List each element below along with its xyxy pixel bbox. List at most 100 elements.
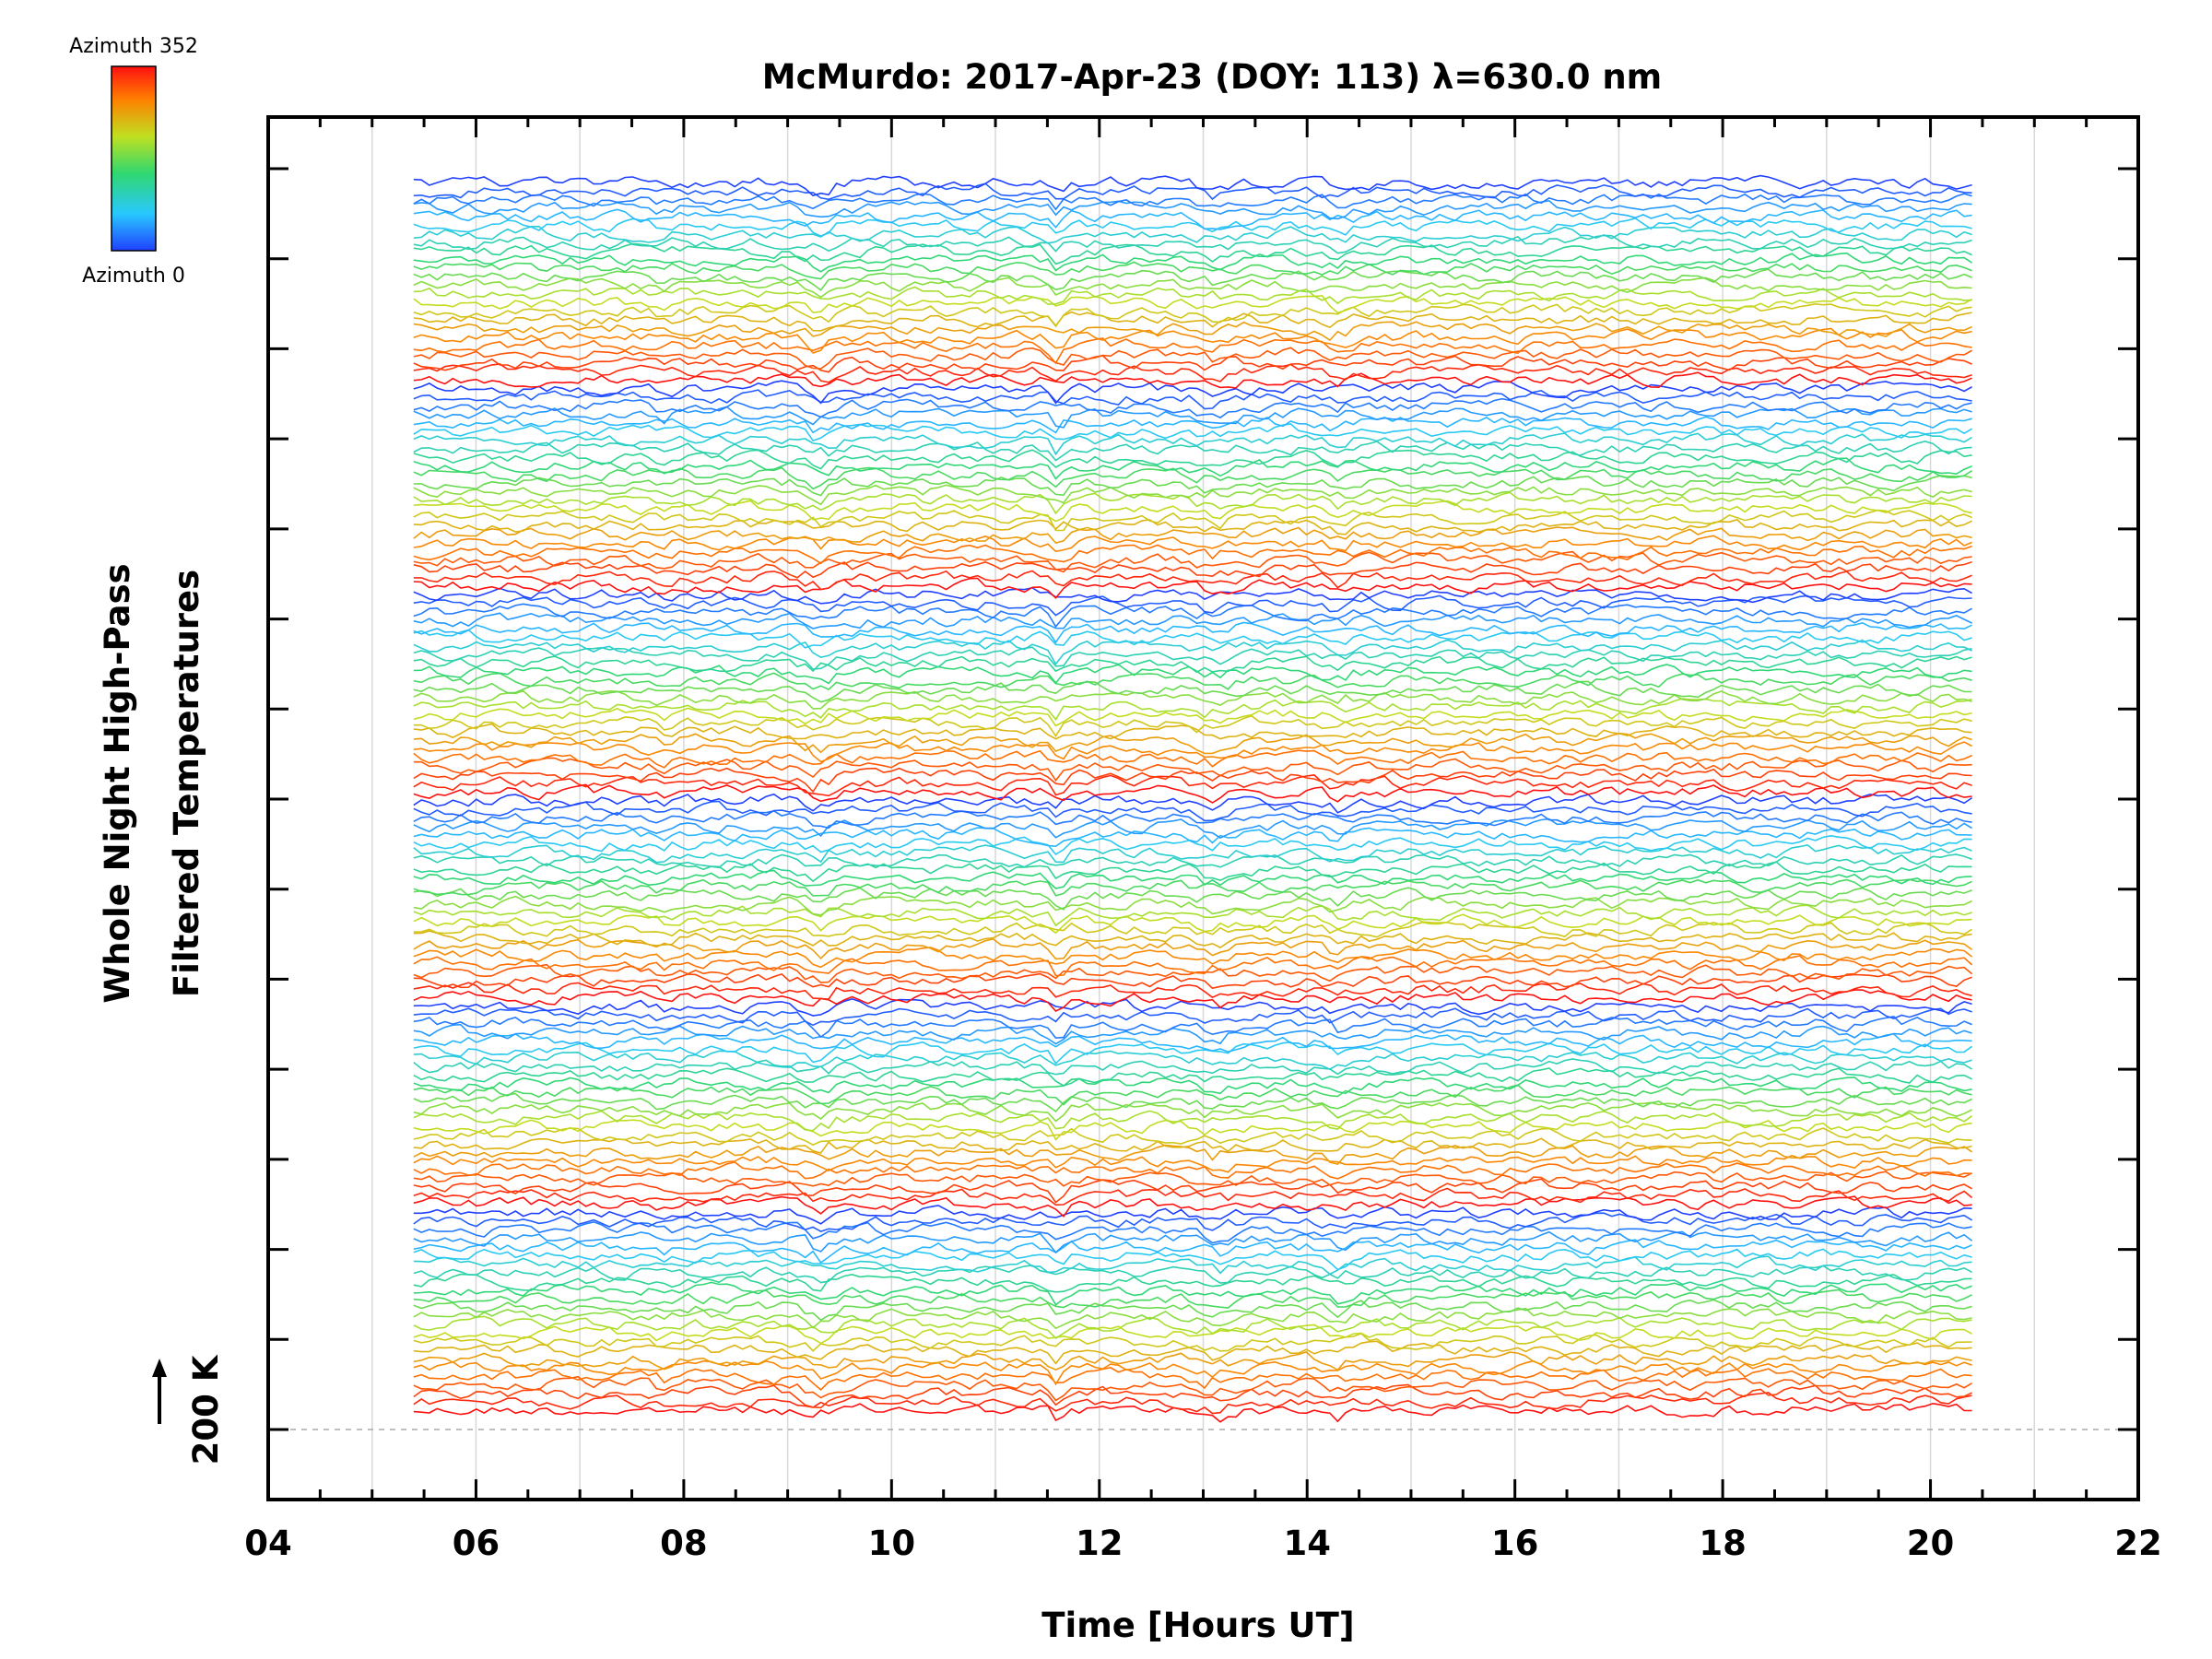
- trace-line: [413, 193, 1972, 211]
- trace-line: [413, 1119, 1972, 1141]
- trace-line: [413, 509, 1972, 532]
- trace-line: [413, 1230, 1973, 1254]
- trace-line: [413, 827, 1972, 848]
- x-tick-label: 10: [868, 1524, 916, 1563]
- trace-line: [413, 268, 1972, 291]
- x-tick-label: 08: [660, 1524, 708, 1563]
- trace-line: [413, 208, 1972, 230]
- trace-line: [413, 895, 1972, 916]
- trace-line: [413, 767, 1972, 794]
- axis-ticks: [266, 117, 2140, 1500]
- trace-line: [413, 475, 1972, 497]
- trace-line: [413, 955, 1973, 977]
- trace-line: [413, 732, 1972, 755]
- trace-line: [413, 1288, 1972, 1309]
- trace-line: [413, 783, 1972, 804]
- trace-line: [413, 989, 1972, 1012]
- trace-line: [413, 1016, 1972, 1040]
- trace-line: [413, 913, 1972, 935]
- trace-line: [413, 689, 1972, 710]
- trace-line: [413, 723, 1972, 740]
- trace-line: [413, 1101, 1972, 1123]
- trace-line: [413, 225, 1972, 244]
- trace-line: [413, 1265, 1972, 1284]
- trace-line: [413, 1299, 1972, 1322]
- trace-line: [413, 311, 1972, 332]
- trace-line: [413, 1171, 1972, 1187]
- trace-line: [413, 878, 1972, 897]
- trace-line: [413, 1307, 1972, 1330]
- trace-line: [413, 1154, 1972, 1173]
- trace-line: [413, 1239, 1972, 1265]
- trace-line: [413, 380, 1972, 405]
- trace-line: [413, 449, 1972, 470]
- trace-line: [413, 406, 1972, 429]
- trace-line: [413, 714, 1972, 738]
- trace-line: [413, 1255, 1972, 1276]
- trace-line: [413, 930, 1972, 949]
- trace-line: [413, 440, 1972, 462]
- trace-line: [413, 347, 1972, 370]
- trace-line: [413, 834, 1972, 856]
- y-axis-label-line2: Filtered Temperatures: [167, 570, 206, 997]
- trace-line: [413, 1340, 1972, 1365]
- trace-line: [413, 594, 1972, 617]
- trace-line: [413, 698, 1972, 722]
- trace-line: [413, 526, 1972, 545]
- trace-line: [413, 484, 1972, 506]
- trace-line: [413, 887, 1972, 911]
- trace-line: [413, 937, 1973, 960]
- trace-line: [413, 337, 1972, 365]
- trace-line: [413, 570, 1972, 591]
- trace-line: [413, 963, 1973, 983]
- trace-line: [413, 363, 1972, 383]
- trace-line: [413, 1084, 1972, 1106]
- trace-line: [413, 1375, 1973, 1402]
- trace-line: [413, 1281, 1972, 1306]
- trace-line: [413, 182, 1972, 201]
- trace-line: [413, 355, 1972, 373]
- trace-series: [413, 174, 1973, 1423]
- scale-arrowhead: [152, 1359, 167, 1377]
- trace-line: [413, 234, 1972, 254]
- trace-line: [413, 550, 1972, 573]
- trace-line: [413, 646, 1972, 670]
- trace-line: [413, 1077, 1972, 1095]
- trace-line: [413, 1220, 1972, 1244]
- trace-line: [413, 861, 1972, 883]
- trace-line: [413, 1050, 1972, 1070]
- trace-line: [413, 639, 1972, 665]
- x-tick-labels: 04 06 08 10 12 14 16 18 20 22: [244, 1524, 2162, 1563]
- scale-indicator: 200 K: [152, 1354, 226, 1465]
- y-axis-label-line1: Whole Night High-Pass: [98, 563, 137, 1003]
- trace-line: [413, 174, 1972, 197]
- trace-line: [413, 586, 1972, 605]
- trace-line: [413, 1332, 1972, 1352]
- trace-line: [413, 904, 1972, 927]
- trace-line: [413, 1161, 1972, 1180]
- trace-line: [413, 1402, 1972, 1423]
- trace-line: [413, 741, 1972, 763]
- trace-line: [413, 261, 1972, 280]
- scale-label: 200 K: [186, 1354, 226, 1465]
- trace-line: [413, 1383, 1972, 1409]
- x-axis-label: Time [Hours UT]: [1041, 1606, 1354, 1645]
- trace-line: [413, 1315, 1972, 1340]
- trace-line: [413, 389, 1972, 410]
- trace-line: [413, 1144, 1973, 1165]
- trace-line: [413, 664, 1972, 685]
- trace-line: [413, 466, 1973, 490]
- trace-line: [413, 809, 1972, 830]
- trace-line: [413, 707, 1972, 727]
- trace-line: [413, 457, 1972, 480]
- x-tick-label: 18: [1699, 1524, 1747, 1563]
- trace-line: [413, 603, 1972, 629]
- x-tick-label: 20: [1907, 1524, 1955, 1563]
- trace-line: [413, 252, 1973, 273]
- trace-line: [413, 302, 1972, 328]
- trace-line: [413, 818, 1973, 840]
- trace-line: [413, 982, 1972, 1000]
- x-tick-label: 22: [2114, 1524, 2162, 1563]
- trace-line: [413, 800, 1972, 822]
